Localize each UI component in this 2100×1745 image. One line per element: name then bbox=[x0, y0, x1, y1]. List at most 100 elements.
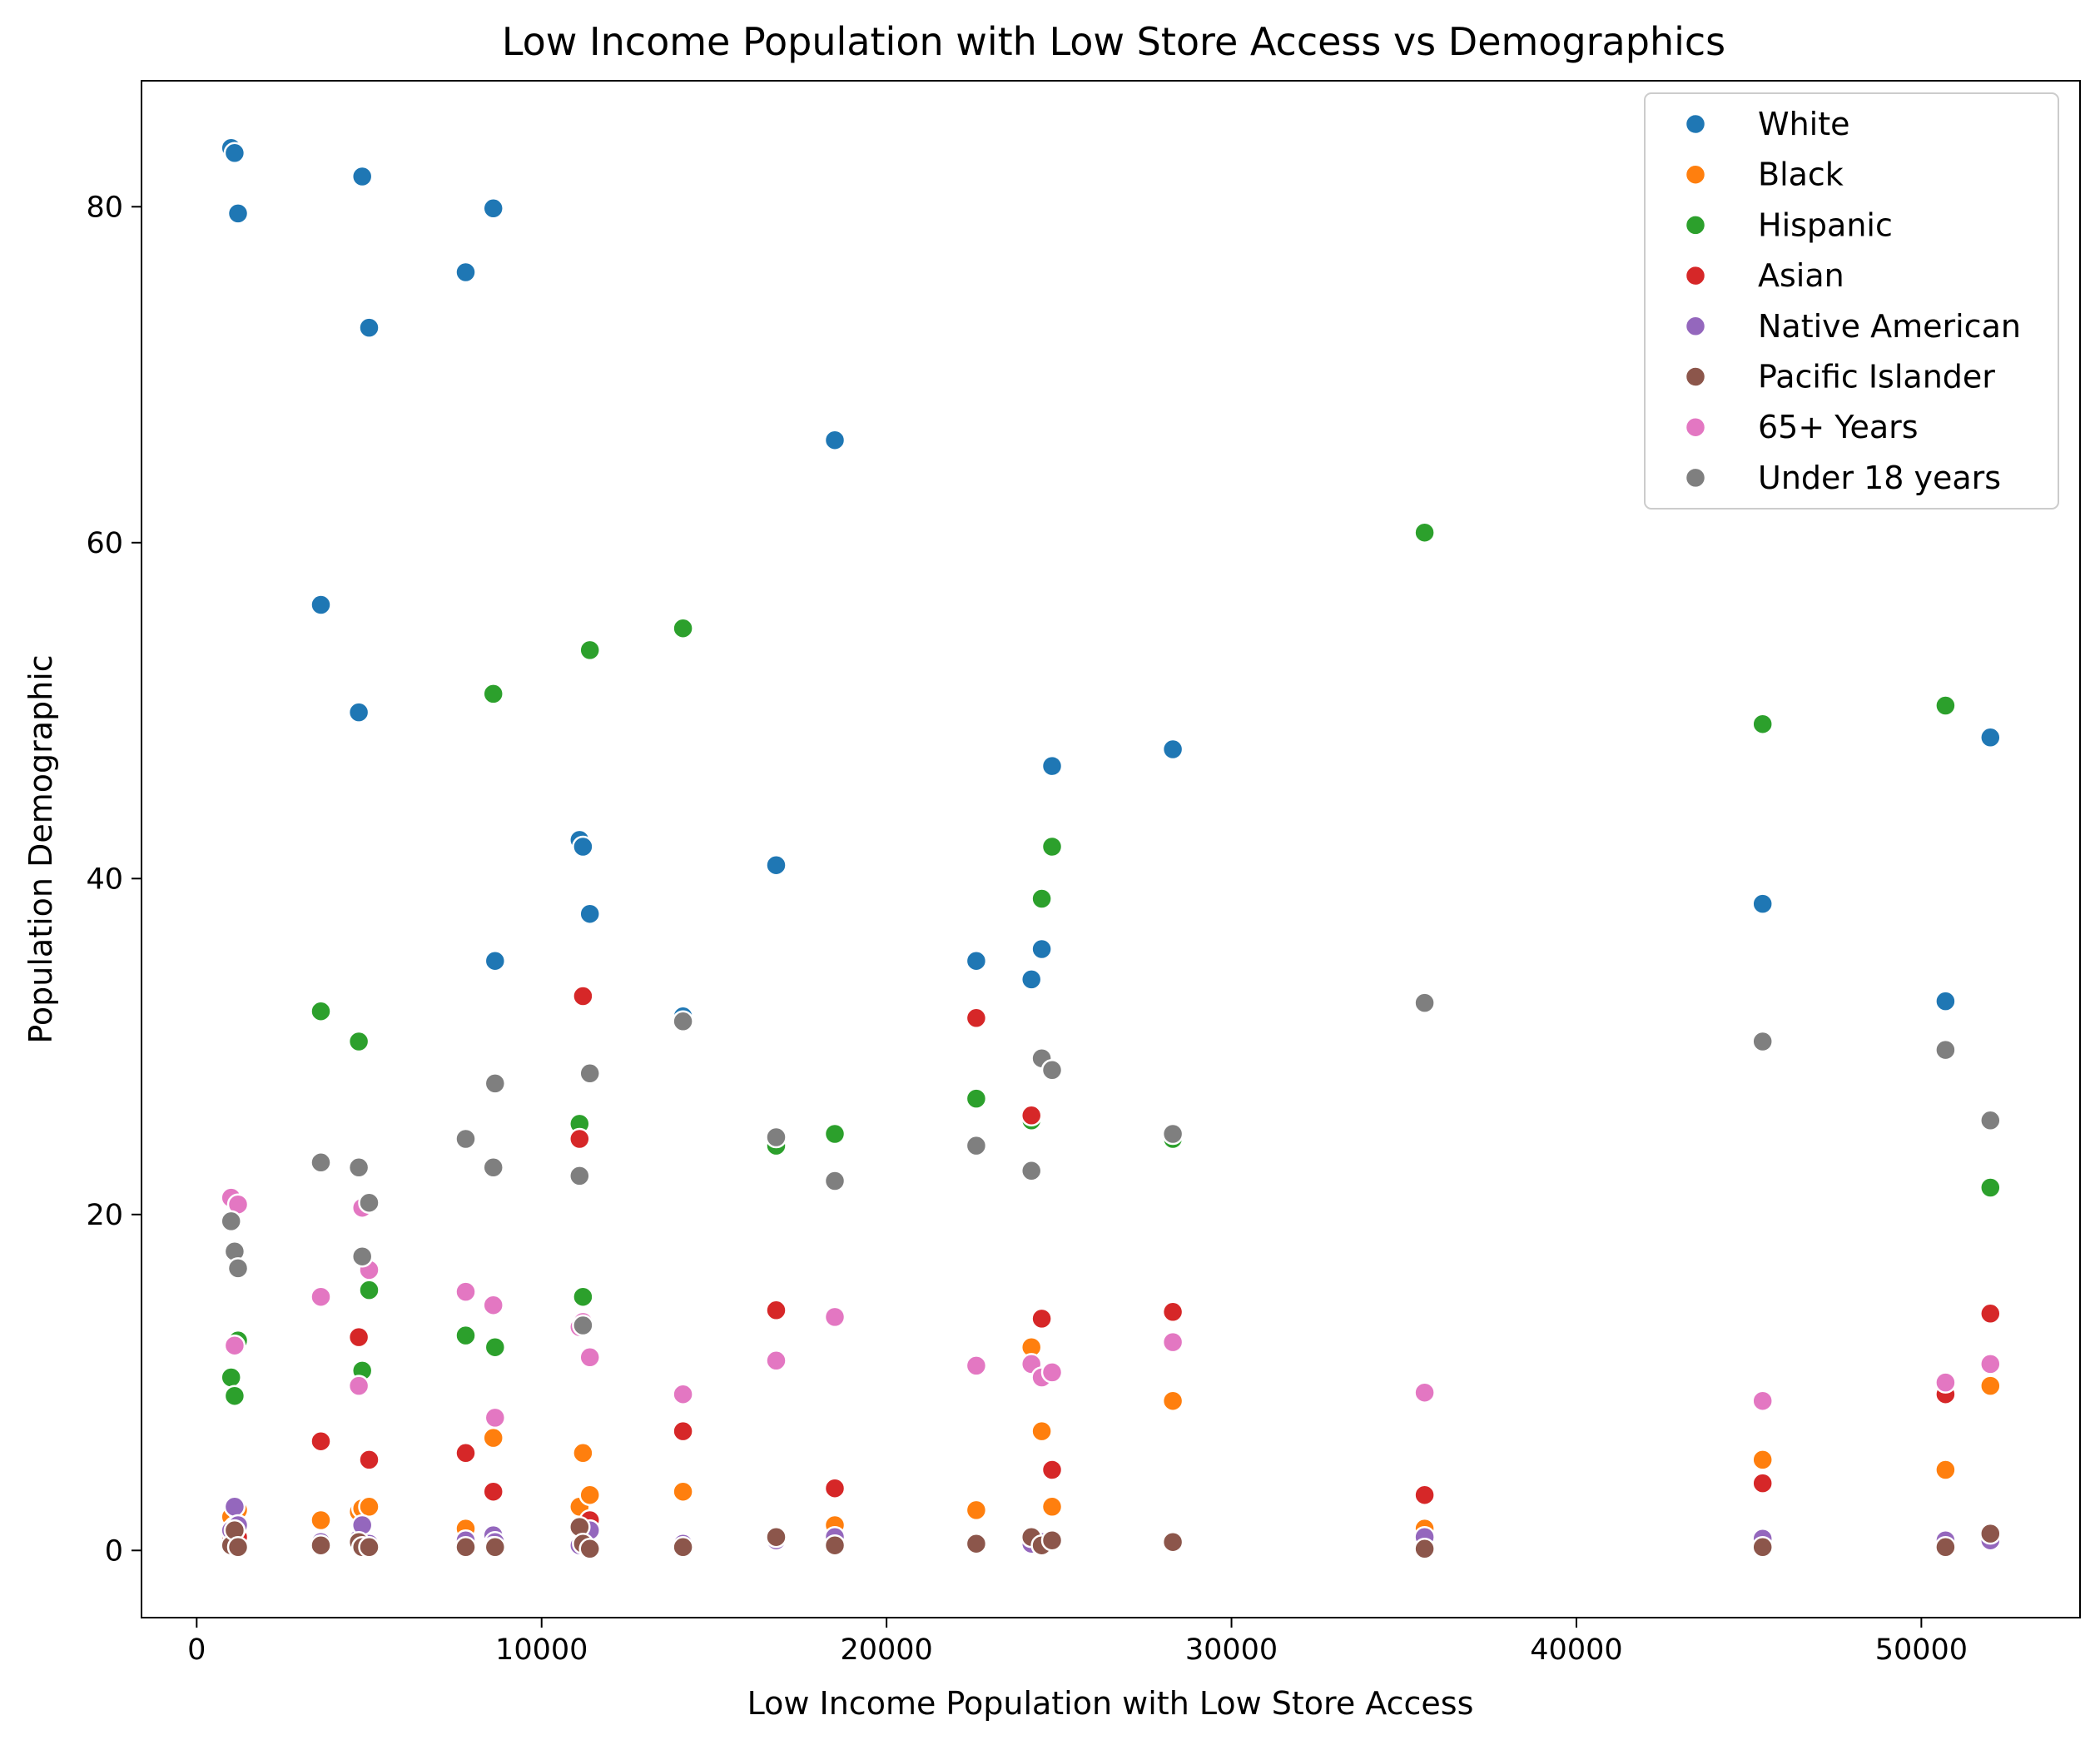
point-pacific-islander bbox=[765, 1525, 787, 1549]
legend-label-hispanic: Hispanic bbox=[1758, 206, 1893, 243]
point-pacific-islander bbox=[226, 1536, 250, 1559]
point-hispanic bbox=[482, 683, 504, 705]
point-hispanic bbox=[965, 1087, 988, 1110]
point-asian bbox=[310, 1429, 332, 1453]
y-tick-label: 60 bbox=[86, 527, 123, 560]
point-hispanic bbox=[1934, 694, 1957, 717]
point-asian bbox=[1413, 1484, 1436, 1506]
point-65plus-years bbox=[1751, 1390, 1774, 1412]
point-asian bbox=[823, 1477, 846, 1499]
point-hispanic bbox=[1413, 521, 1436, 544]
axis-ticks: 0 10000 20000 30000 40000 50000 0 20 40 60 80 bbox=[86, 191, 1968, 1667]
point-asian bbox=[358, 1449, 380, 1471]
point-asian bbox=[454, 1442, 477, 1464]
point-white bbox=[1161, 738, 1184, 761]
point-under-18-years bbox=[1040, 1059, 1064, 1081]
point-65plus-years bbox=[482, 1294, 504, 1316]
point-hispanic bbox=[1751, 713, 1774, 735]
point-asian bbox=[1020, 1104, 1043, 1127]
point-pacific-islander bbox=[578, 1538, 601, 1560]
point-white bbox=[347, 701, 370, 723]
point-white bbox=[226, 202, 250, 225]
point-asian bbox=[572, 985, 594, 1007]
point-black bbox=[482, 1426, 504, 1449]
point-pacific-islander bbox=[358, 1536, 380, 1559]
point-under-18-years bbox=[482, 1156, 504, 1179]
point-asian bbox=[1030, 1307, 1053, 1330]
x-tick-label: 40000 bbox=[1530, 1633, 1622, 1667]
point-hispanic bbox=[220, 1366, 242, 1389]
data-points bbox=[220, 137, 2002, 1560]
point-white bbox=[1030, 937, 1053, 961]
point-under-18-years bbox=[220, 1210, 242, 1233]
plot-frame bbox=[141, 80, 2081, 1618]
point-under-18-years bbox=[347, 1156, 370, 1179]
point-under-18-years bbox=[226, 1257, 250, 1280]
point-asian bbox=[482, 1480, 504, 1503]
point-65plus-years bbox=[765, 1350, 787, 1372]
point-white bbox=[965, 949, 988, 972]
legend-marker-65plus-years bbox=[1684, 415, 1707, 439]
point-65plus-years bbox=[454, 1280, 477, 1303]
point-hispanic bbox=[1030, 887, 1053, 910]
point-black bbox=[310, 1509, 332, 1532]
legend-marker-pacific-islander bbox=[1684, 365, 1707, 388]
point-white bbox=[484, 949, 507, 972]
x-tick-label: 30000 bbox=[1185, 1633, 1278, 1667]
legend-label-native-american: Native American bbox=[1758, 308, 2021, 345]
point-white bbox=[1979, 726, 2002, 749]
point-native-american bbox=[223, 1495, 246, 1519]
point-under-18-years bbox=[350, 1245, 374, 1268]
point-hispanic bbox=[1040, 835, 1064, 858]
point-asian bbox=[1161, 1300, 1184, 1324]
point-pacific-islander bbox=[1040, 1529, 1064, 1552]
point-pacific-islander bbox=[310, 1534, 332, 1557]
point-pacific-islander bbox=[1934, 1536, 1957, 1559]
point-black bbox=[1934, 1459, 1957, 1481]
point-asian bbox=[765, 1299, 787, 1322]
point-black bbox=[1751, 1449, 1774, 1471]
legend-marker-asian bbox=[1684, 264, 1707, 287]
point-pacific-islander bbox=[484, 1536, 507, 1559]
point-white bbox=[1020, 968, 1043, 991]
point-hispanic bbox=[823, 1122, 846, 1146]
point-black bbox=[1040, 1495, 1064, 1519]
point-under-18-years bbox=[823, 1170, 846, 1192]
y-tick-label: 40 bbox=[86, 863, 123, 896]
point-white bbox=[310, 594, 332, 616]
legend-label-65plus-years: 65+ Years bbox=[1758, 409, 1919, 445]
chart-title: Low Income Population with Low Store Acc… bbox=[502, 19, 1725, 64]
point-under-18-years bbox=[578, 1062, 601, 1085]
point-65plus-years bbox=[1413, 1381, 1436, 1404]
point-65plus-years bbox=[672, 1383, 694, 1405]
point-under-18-years bbox=[1751, 1030, 1774, 1053]
point-hispanic bbox=[454, 1324, 477, 1347]
point-hispanic bbox=[223, 1385, 246, 1407]
point-white bbox=[454, 261, 477, 284]
point-hispanic bbox=[358, 1279, 380, 1301]
point-hispanic bbox=[347, 1030, 370, 1053]
point-65plus-years bbox=[965, 1355, 988, 1377]
point-black bbox=[1161, 1390, 1184, 1412]
legend-box bbox=[1644, 92, 2059, 510]
point-white bbox=[572, 835, 594, 858]
point-asian bbox=[965, 1007, 988, 1030]
point-pacific-islander bbox=[1751, 1536, 1774, 1559]
point-white bbox=[765, 853, 787, 877]
point-hispanic bbox=[310, 1000, 332, 1022]
point-under-18-years bbox=[1020, 1160, 1043, 1182]
point-white bbox=[223, 142, 246, 165]
point-pacific-islander bbox=[1161, 1530, 1184, 1554]
point-65plus-years bbox=[578, 1346, 601, 1369]
legend-marker-native-american bbox=[1684, 315, 1707, 338]
point-white bbox=[578, 902, 601, 925]
point-under-18-years bbox=[1161, 1122, 1184, 1146]
legend-label-white: White bbox=[1758, 106, 1850, 142]
point-black bbox=[1979, 1375, 2002, 1397]
point-under-18-years bbox=[672, 1010, 694, 1033]
point-under-18-years bbox=[310, 1151, 332, 1174]
point-under-18-years bbox=[572, 1314, 594, 1337]
point-65plus-years bbox=[1040, 1361, 1064, 1384]
x-tick-label: 0 bbox=[187, 1633, 206, 1667]
y-tick-label: 20 bbox=[86, 1199, 123, 1232]
